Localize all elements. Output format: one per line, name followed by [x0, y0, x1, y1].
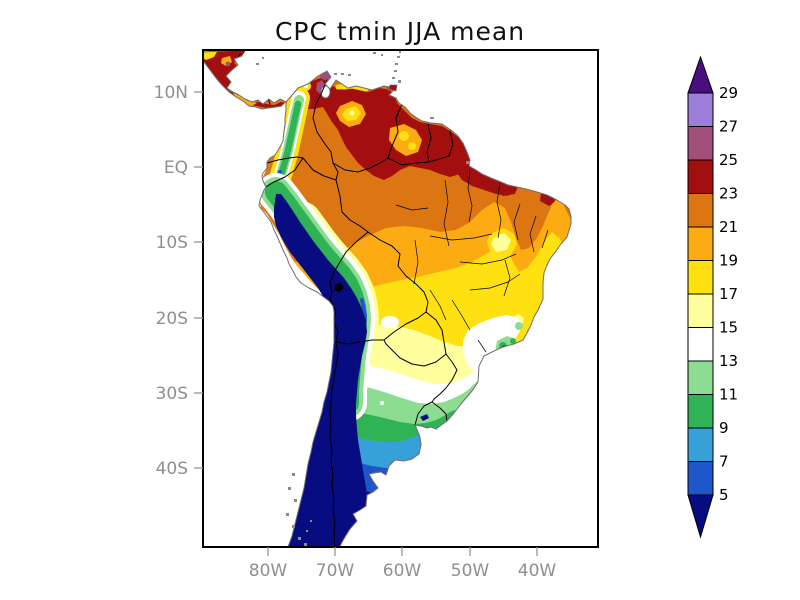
- lat-tick-label: 10S: [156, 233, 188, 253]
- colorbar-band: [687, 461, 714, 496]
- andes-navy-core: [274, 194, 372, 547]
- region-band-11-13: [203, 380, 571, 547]
- colorbar-label: 27: [719, 118, 738, 136]
- region-guiana-highlands: [389, 124, 422, 156]
- colorbar-label: 21: [719, 218, 738, 236]
- colorbar-label: 17: [719, 285, 738, 303]
- lon-axis-labels: 80W 70W 60W 50W 40W: [249, 561, 557, 581]
- colorbar-label: 11: [719, 386, 738, 404]
- colorbar-label: 15: [719, 319, 738, 337]
- lon-tick-label: 70W: [316, 561, 355, 581]
- lat-tick-label: 20S: [156, 309, 188, 329]
- region-bolivia-white-pocket: [381, 316, 399, 328]
- colorbar-band: [687, 159, 714, 194]
- lat-tick-label: 30S: [156, 384, 188, 404]
- colorbar-label: 19: [719, 252, 738, 270]
- lat-axis-labels: 10N EQ 10S 20S 30S 40S: [154, 83, 188, 479]
- lon-tick-label: 60W: [383, 561, 422, 581]
- colorbar-label: 25: [719, 151, 738, 169]
- colorbar-labels: 29 27 25 23 21 19 17 15 13 11 9 7 5: [719, 84, 738, 504]
- map-frame: [202, 49, 599, 548]
- colorbar-band: [687, 293, 714, 328]
- region-llanos-pocket: [336, 101, 366, 127]
- colorbar-band: [687, 360, 714, 395]
- axis-ticks: [194, 91, 538, 556]
- lon-tick-label: 50W: [451, 561, 490, 581]
- islands: [256, 51, 470, 164]
- colorbar-band: [687, 260, 714, 295]
- central-america-regions: [203, 50, 285, 108]
- colorbar-band: [687, 126, 714, 161]
- colorbar-band: [687, 327, 714, 362]
- region-band-9-11: [203, 410, 571, 547]
- region-andes-cordillera: [257, 173, 379, 547]
- land-temperature-field: [203, 50, 571, 547]
- state-borders: [395, 169, 549, 353]
- region-band-13-15: [203, 352, 571, 547]
- lat-tick-label: EQ: [164, 158, 188, 178]
- lat-tick-label: 10N: [154, 83, 188, 103]
- colorbar-band: [687, 226, 714, 261]
- colorbar-label: 13: [719, 352, 738, 370]
- lon-tick-label: 80W: [249, 561, 288, 581]
- lat-tick-label: 40S: [156, 459, 188, 479]
- colorbar-label: 9: [719, 419, 729, 437]
- colorbar-label: 7: [719, 453, 729, 471]
- region-ne-interior-pocket: [487, 228, 517, 259]
- figure-title: CPC tmin JJA mean: [275, 17, 525, 46]
- colorbar: 29 27 25 23 21 19 17 15 13 11 9 7 5: [687, 55, 738, 539]
- argentina-white-dot: [380, 401, 384, 405]
- colorbar-label: 29: [719, 84, 738, 102]
- fjord-specks: [286, 473, 312, 546]
- uruguay-dark-mark: [420, 414, 429, 421]
- colorbar-band: [687, 92, 714, 127]
- lon-tick-label: 40W: [518, 561, 557, 581]
- colorbar-band: [687, 427, 714, 462]
- colorbar-arrow-bottom: [687, 494, 714, 539]
- colorbar-arrow-top: [687, 55, 714, 94]
- colorbar-band: [687, 394, 714, 429]
- colorbar-label: 5: [719, 486, 729, 504]
- lake-titicaca: [334, 283, 344, 292]
- colorbar-label: 23: [719, 185, 738, 203]
- region-band-7-9: [203, 427, 571, 547]
- colorbar-band: [687, 193, 714, 228]
